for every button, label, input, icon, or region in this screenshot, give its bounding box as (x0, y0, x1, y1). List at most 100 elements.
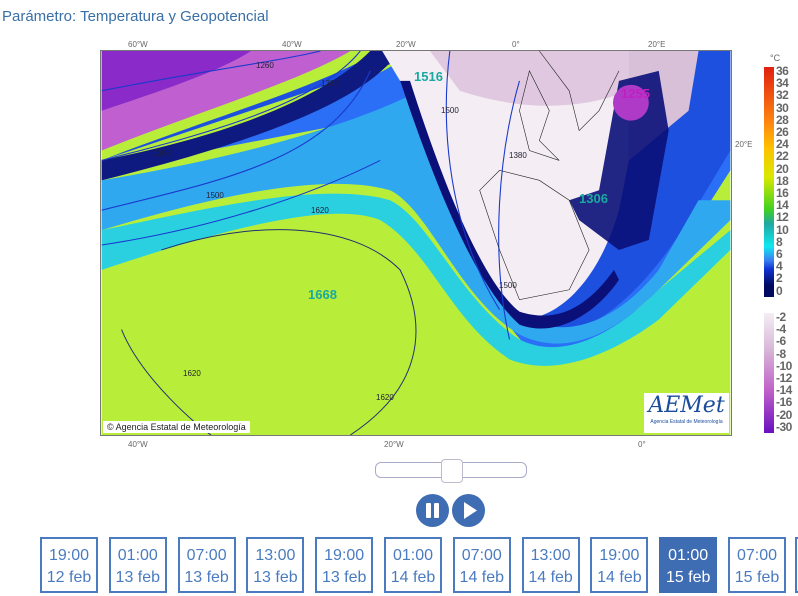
timestep-time: 01:00 (392, 547, 434, 564)
timestep-button[interactable]: 07:00 13 feb (177, 537, 236, 593)
copyright-notice: © Agencia Estatal de Meteorología (103, 421, 250, 433)
legend-tick: 6 (776, 247, 783, 261)
geopotential-value: 1668 (308, 287, 337, 302)
legend-tick: 24 (776, 137, 789, 152)
legend-tick: 20 (776, 161, 789, 176)
legend-tick: -8 (776, 346, 786, 361)
legend-tick: 2 (776, 271, 783, 286)
cold-color-bar (764, 313, 774, 433)
play-button[interactable] (452, 494, 485, 527)
play-icon (464, 502, 477, 519)
contour-label: 1380 (509, 151, 527, 160)
time-slider[interactable] (375, 459, 527, 483)
timestep-button[interactable]: 01:00 13 feb (108, 537, 167, 593)
timestep-button[interactable]: 07:00 14 feb (452, 537, 511, 593)
timestep-date: 14 feb (390, 569, 436, 586)
legend-tick: -2 (776, 310, 786, 324)
copyright-text: Agencia Estatal de Meteorología (115, 422, 246, 432)
timestep-time: 19:00 (599, 547, 640, 564)
timestep-date: 14 feb (459, 569, 505, 586)
contour-label: 1500 (441, 106, 459, 115)
legend-tick: -4 (776, 322, 786, 337)
legend-tick: 28 (776, 112, 789, 127)
geopotential-value: 1255 (621, 86, 650, 101)
timestep-date: 12 feb (46, 569, 92, 586)
legend-tick: 0 (776, 283, 783, 298)
timestep-date: 14 feb (597, 569, 642, 586)
page-title: Parámetro: Temperatura y Geopotencial (2, 8, 269, 25)
timestep-time: 07:00 (461, 547, 502, 564)
timestep-button[interactable]: 19:00 13 feb (315, 537, 374, 593)
timestep-date: 14 feb (528, 569, 573, 586)
legend-tick: 12 (776, 210, 789, 225)
contour-label: 1620 (311, 206, 329, 215)
timestep-button-partial[interactable] (795, 537, 798, 593)
timestep-time: 19:00 (324, 547, 365, 564)
aemet-logo: AEMet Agencia Estatal de Meteorología (644, 393, 729, 433)
timestep-date: 15 feb (665, 569, 711, 586)
pause-icon (426, 503, 439, 518)
contour-label: 1260 (256, 61, 274, 70)
lon-label: 0° (638, 440, 646, 449)
timestep-date: 13 feb (253, 569, 298, 586)
timestep-button[interactable]: 13:00 14 feb (521, 537, 580, 593)
pause-button[interactable] (416, 494, 449, 527)
legend-tick: 16 (776, 186, 789, 200)
lon-label: 20°W (384, 440, 404, 449)
lon-label: 60°W (128, 40, 148, 49)
timestep-time: 13:00 (255, 547, 296, 564)
timestep-date: 13 feb (184, 569, 229, 586)
timestep-time: 07:00 (736, 547, 778, 564)
logo-subtext: Agencia Estatal de Meteorología (650, 419, 723, 425)
legend-tick: 4 (776, 259, 783, 274)
contour-label: 1380 (321, 79, 339, 88)
lon-label: 0° (512, 40, 520, 49)
timestep-date: 13 feb (115, 569, 161, 586)
legend-unit: °C (770, 53, 781, 63)
legend-tick: 18 (776, 173, 789, 188)
weather-map: 1260 1380 1380 1500 1620 1620 1620 1500 … (100, 50, 732, 436)
timestep-button[interactable]: 07:00 15 feb (728, 537, 786, 593)
contour-label: 1620 (376, 393, 394, 402)
contour-label: 1380 (153, 149, 171, 158)
geopotential-value: 1516 (414, 69, 443, 84)
legend-tick: -14 (776, 383, 792, 398)
legend-tick: 22 (776, 149, 789, 164)
lon-label: 20°W (396, 40, 416, 49)
legend-tick: 8 (776, 234, 783, 249)
logo-text: AEMet (648, 393, 725, 418)
warm-color-bar (764, 67, 774, 297)
lon-label: 20°E (648, 40, 666, 49)
legend-tick: -20 (776, 407, 792, 422)
timestep-date: 13 feb (321, 569, 367, 586)
timestep-button[interactable]: 01:00 15 feb (659, 537, 718, 593)
legend-tick: -12 (776, 371, 792, 385)
legend-tick: 34 (776, 76, 789, 91)
legend-tick: -30 (776, 419, 792, 434)
temperature-field (101, 51, 731, 435)
timestep-button[interactable]: 19:00 12 feb (40, 537, 98, 593)
contour-label: 1500 (499, 281, 517, 290)
lat-label: 20°E (735, 140, 753, 149)
timestep-button[interactable]: 01:00 14 feb (384, 537, 442, 593)
legend-tick: 10 (776, 222, 789, 237)
legend-tick: 14 (776, 198, 789, 213)
lon-label: 40°W (128, 440, 148, 449)
legend-tick: 30 (776, 100, 789, 115)
contour-label: 1500 (206, 191, 224, 200)
timestep-time: 13:00 (530, 547, 571, 564)
contour-label: 1620 (183, 369, 201, 378)
legend-tick: -6 (776, 334, 786, 349)
legend-tick: -16 (776, 395, 792, 410)
timestep-time: 01:00 (668, 547, 709, 564)
timestep-time: 19:00 (48, 547, 90, 564)
timestep-button[interactable]: 19:00 14 feb (590, 537, 649, 593)
legend-tick: -10 (776, 358, 792, 373)
timestep-time: 01:00 (117, 547, 158, 564)
slider-thumb[interactable] (441, 459, 463, 483)
geopotential-value: 1306 (579, 191, 608, 206)
legend-tick: 36 (776, 64, 789, 78)
timestep-button[interactable]: 13:00 13 feb (246, 537, 305, 593)
legend-tick: 32 (776, 88, 789, 103)
legend-tick: 26 (776, 125, 789, 139)
